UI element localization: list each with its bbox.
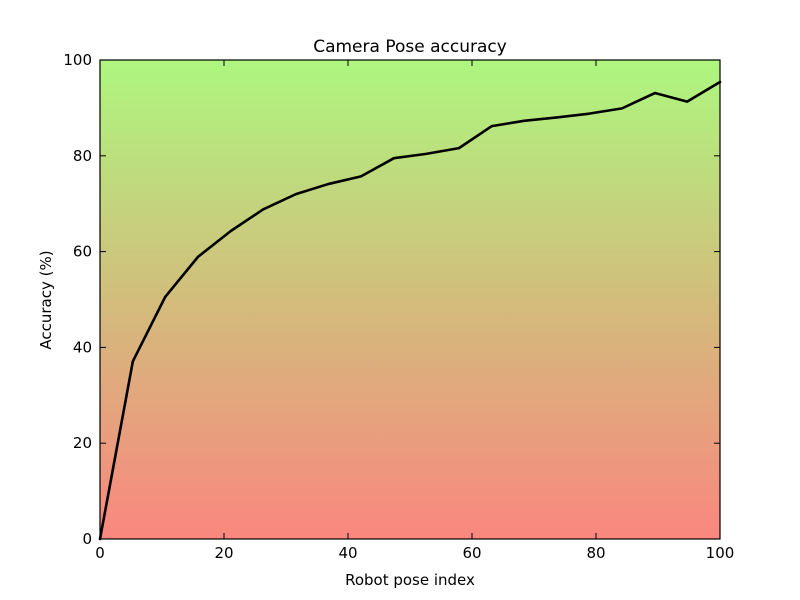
y-tick-label-0: 0 bbox=[82, 530, 92, 548]
y-tick-label-100: 100 bbox=[63, 51, 92, 69]
plot-area bbox=[100, 60, 720, 539]
x-tick-label-0: 0 bbox=[95, 544, 105, 562]
y-tick-label-80: 80 bbox=[73, 147, 92, 165]
x-tick-label-80: 80 bbox=[586, 544, 605, 562]
y-axis: 0 20 40 60 80 100 bbox=[63, 51, 720, 548]
x-tick-label-60: 60 bbox=[462, 544, 481, 562]
x-tick-label-40: 40 bbox=[338, 544, 357, 562]
chart-title: Camera Pose accuracy bbox=[313, 37, 507, 57]
y-tick-label-20: 20 bbox=[73, 434, 92, 452]
accuracy-series-line bbox=[98, 80, 722, 541]
x-axis-label: Robot pose index bbox=[345, 571, 475, 589]
y-tick-label-40: 40 bbox=[73, 338, 92, 356]
x-axis: 0 20 40 60 80 100 bbox=[95, 60, 734, 562]
y-tick-label-60: 60 bbox=[73, 243, 92, 261]
plot-frame bbox=[99, 59, 721, 540]
x-tick-label-100: 100 bbox=[706, 544, 735, 562]
x-tick-label-20: 20 bbox=[214, 544, 233, 562]
y-axis-label: Accuracy (%) bbox=[37, 250, 55, 349]
